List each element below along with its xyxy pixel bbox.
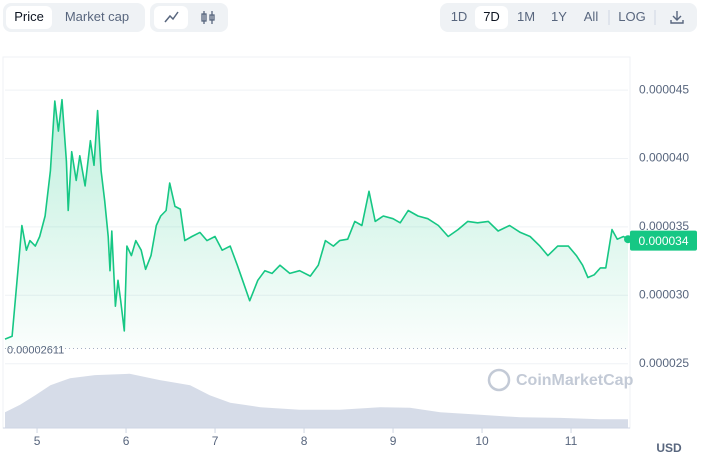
- y-tick-label: 0.000040: [639, 151, 689, 165]
- y-tick-label: 0.000035: [639, 219, 689, 233]
- download-icon[interactable]: [670, 11, 684, 24]
- range-1m[interactable]: 1M: [517, 9, 535, 24]
- candle-icon[interactable]: [201, 11, 215, 24]
- line-icon: [164, 11, 179, 23]
- mode-market-cap[interactable]: Market cap: [65, 9, 129, 24]
- x-tick-label: 8: [301, 434, 308, 448]
- range-button-active[interactable]: [475, 6, 508, 29]
- currency-label: USD: [656, 441, 682, 455]
- price-line: [4, 98, 629, 340]
- log-toggle[interactable]: LOG: [618, 9, 645, 24]
- x-tick-label: 11: [565, 434, 578, 448]
- range-all[interactable]: All: [584, 9, 599, 24]
- last-price-tag: [630, 230, 697, 251]
- volume: [5, 373, 628, 428]
- x-tick-label: 7: [212, 434, 219, 448]
- range-1y[interactable]: 1Y: [551, 9, 567, 24]
- x-tick-label: 9: [390, 434, 397, 448]
- x-tick-label: 10: [475, 434, 489, 448]
- volume-area: [5, 373, 628, 428]
- y-tick-label: 0.000025: [639, 356, 689, 370]
- range-1d[interactable]: 1D: [451, 9, 468, 24]
- mode-button-active[interactable]: [6, 6, 52, 29]
- watermark-logo: [487, 368, 511, 392]
- watermark: CoinMarketCap: [516, 372, 634, 389]
- range-7d[interactable]: 7D: [483, 9, 500, 24]
- last-price-label: 0.000034: [638, 234, 688, 248]
- mode-price[interactable]: Price: [14, 9, 44, 24]
- x-tick-label: 5: [34, 434, 41, 448]
- x-tick-label: 6: [123, 434, 130, 448]
- y-tick-label: 0.000045: [639, 82, 689, 96]
- y-tick-label: 0.000030: [639, 287, 689, 301]
- price-area: [5, 99, 628, 349]
